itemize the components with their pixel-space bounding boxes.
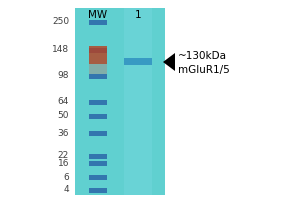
Bar (89, 48, 107, 53)
Text: ~130kDa: ~130kDa (178, 51, 227, 61)
Polygon shape (163, 53, 175, 71)
Bar (75, 8, 165, 195)
Bar (89, 64, 107, 74)
Bar (89, 74, 107, 79)
Text: 22: 22 (58, 152, 69, 160)
Bar (89, 131, 107, 136)
Text: 16: 16 (58, 158, 69, 168)
Text: MW: MW (88, 10, 108, 20)
Text: 64: 64 (58, 98, 69, 106)
Text: 6: 6 (63, 172, 69, 182)
Text: 1: 1 (135, 10, 141, 20)
Bar (89, 20, 107, 25)
Bar (89, 100, 107, 105)
Bar (89, 114, 107, 119)
Bar (124, 8, 152, 195)
Text: 250: 250 (52, 18, 69, 26)
Bar (89, 46, 107, 64)
Bar (89, 154, 107, 159)
Text: 148: 148 (52, 46, 69, 54)
Bar (89, 188, 107, 193)
Bar (89, 175, 107, 180)
Text: 98: 98 (58, 72, 69, 80)
Text: mGluR1/5: mGluR1/5 (178, 65, 230, 75)
Text: 4: 4 (63, 186, 69, 194)
Text: 36: 36 (58, 129, 69, 138)
Bar (89, 161, 107, 166)
Bar (124, 58, 152, 65)
Text: 50: 50 (58, 112, 69, 120)
